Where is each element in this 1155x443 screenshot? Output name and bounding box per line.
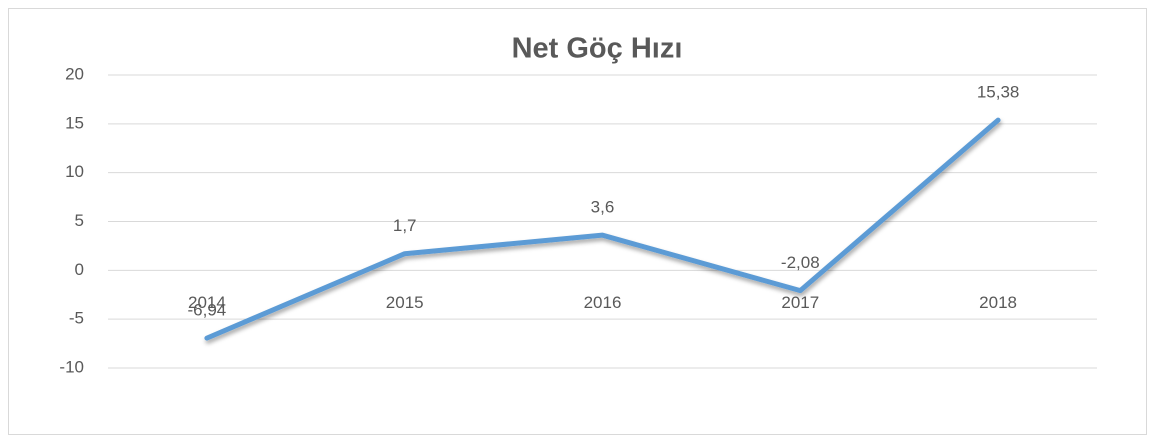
y-tick-label: 5 [75, 211, 84, 230]
y-tick-label: 15 [65, 113, 84, 132]
x-tick-label: 2016 [584, 293, 622, 312]
y-tick-label: -10 [59, 357, 84, 376]
data-label: 1,7 [393, 216, 417, 235]
x-tick-label: 2018 [979, 293, 1017, 312]
data-label: -2,08 [781, 253, 820, 272]
chart-title: Net Göç Hızı [512, 33, 683, 65]
y-tick-label: 20 [65, 64, 84, 83]
data-label: 3,6 [591, 198, 615, 217]
line [204, 117, 1001, 341]
y-tick-label: 10 [65, 162, 84, 181]
x-tick-label: 2017 [781, 293, 819, 312]
x-tick-label: 2015 [386, 293, 424, 312]
data-label: 15,38 [977, 83, 1020, 102]
y-tick-label: 0 [75, 260, 84, 279]
x-tick-label: 2014 [188, 293, 226, 312]
y-tick-label: -5 [69, 309, 84, 328]
data-label: -6,94 [188, 301, 227, 320]
